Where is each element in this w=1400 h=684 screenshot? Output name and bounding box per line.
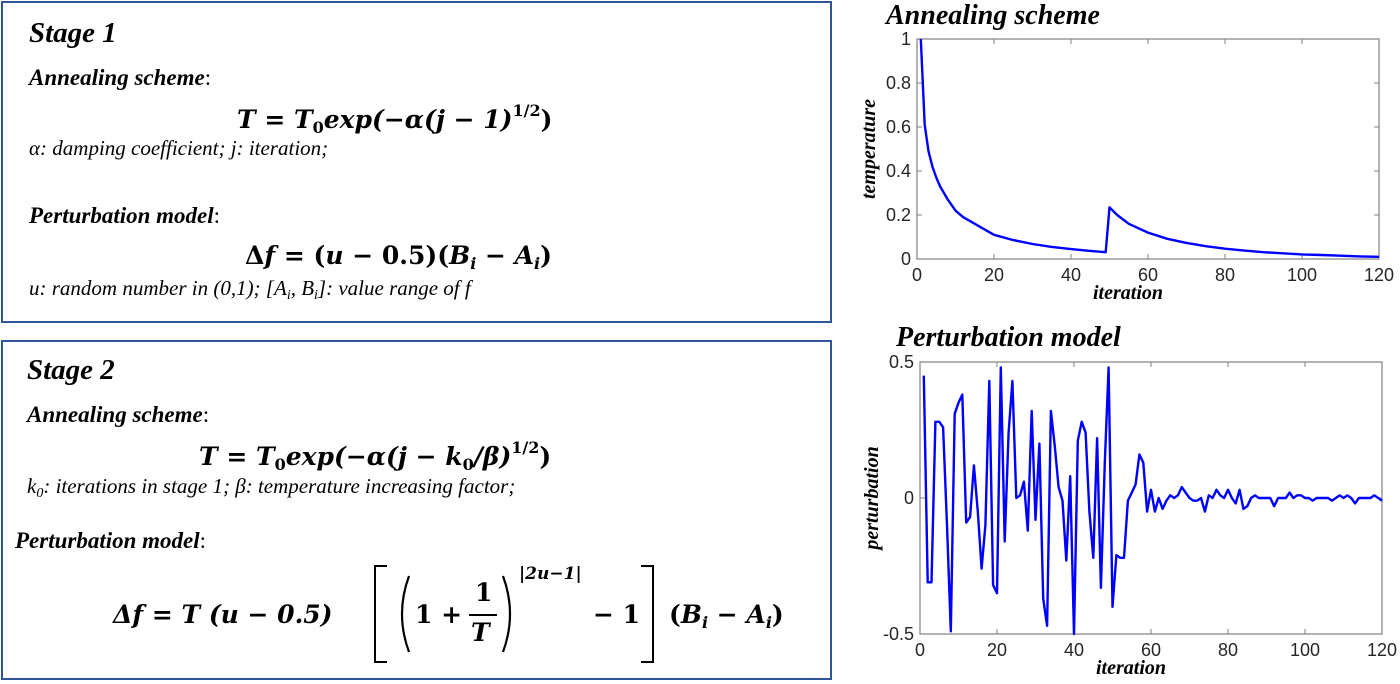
annealing-y-tick-label: 0.6	[886, 117, 911, 137]
left-square-bracket-icon	[374, 565, 387, 663]
annealing-y-tick-label: 0.2	[886, 205, 911, 225]
fraction-denominator: T	[471, 618, 490, 647]
stage-1-perturbation-label: Perturbation model:	[29, 203, 221, 228]
perturbation-series-line	[922, 366, 1383, 636]
annealing-chart-title: Annealing scheme	[886, 0, 1100, 31]
perturbation-y-axis-title: perturbation	[861, 446, 883, 551]
annealing-plot-area	[916, 38, 1380, 260]
annealing-x-tick-label: 20	[984, 265, 1004, 285]
perturbation-x-tick-label: 0	[915, 640, 925, 660]
annealing-y-tick-label: 1	[901, 30, 911, 49]
formula-lhs: Δf = T (u − 0.5)	[113, 600, 333, 629]
perturbation-y-tick-label: 0	[904, 488, 914, 508]
right-parenthesis-icon	[501, 575, 512, 653]
left-parenthesis-icon	[400, 575, 411, 653]
annealing-y-tick-label: 0.4	[886, 161, 911, 181]
annealing-y-tick-label: 0.8	[886, 73, 911, 93]
annealing-x-tick-label: 100	[1287, 265, 1317, 285]
perturbation-x-tick-label: 60	[1141, 640, 1161, 660]
annealing-y-tick-label: 0	[901, 249, 911, 269]
stage-2-annealing-label: Annealing scheme:	[27, 402, 210, 427]
formula-minus-one: − 1	[593, 600, 641, 629]
perturbation-x-tick-label: 100	[1290, 640, 1320, 660]
stage-1-annealing-description: α: damping coefficient; j: iteration;	[29, 136, 329, 160]
perturbation-x-tick-label: 120	[1367, 640, 1397, 660]
perturbation-chart: 0 20 40 60 80 100 120-0.500.5iterationperturba…	[861, 352, 1397, 679]
annealing-x-tick-label: 40	[1061, 265, 1081, 285]
fraction-bar	[469, 614, 497, 616]
perturbation-x-tick-label: 40	[1064, 640, 1084, 660]
stage-2-annealing-formula: T = T0exp(−α(j − k0/β)1/2)	[199, 438, 552, 474]
perturbation-x-tick-label: 80	[1218, 640, 1238, 660]
stage-1-panel: Stage 1 Annealing scheme: T = T0exp(−α(j…	[1, 1, 832, 323]
annealing-x-tick-label: 0	[912, 265, 922, 285]
stage-2-panel: Stage 2 Annealing scheme: T = T0exp(−α(j…	[1, 340, 832, 680]
stage-1-title: Stage 1	[29, 17, 117, 49]
annealing-x-tick-label: 80	[1215, 265, 1235, 285]
formula-one-plus: 1 +	[415, 600, 463, 629]
formula-range-term: (Bi − Ai)	[669, 600, 784, 632]
perturbation-y-tick-label: -0.5	[883, 624, 914, 644]
formula-exponent: |2u−1|	[519, 564, 582, 584]
annealing-x-tick-label: 60	[1138, 265, 1158, 285]
annealing-y-axis-title: temperature	[858, 99, 880, 199]
annealing-series-line	[919, 38, 1380, 258]
stage-2-perturbation-label: Perturbation model:	[15, 528, 207, 553]
perturbation-chart-title: Perturbation model	[896, 322, 1121, 353]
stage-1-annealing-label: Annealing scheme:	[29, 65, 212, 90]
stage-1-annealing-formula: T = T0exp(−α(j − 1)1/2)	[237, 101, 553, 137]
perturbation-y-tick-label: 0.5	[889, 352, 914, 372]
annealing-x-tick-label: 120	[1364, 265, 1394, 285]
fraction-numerator: 1	[475, 578, 493, 607]
stage-1-perturbation-formula: Δf = (u − 0.5)(Bi − Ai)	[245, 241, 552, 273]
stage-2-annealing-description: k0: iterations in stage 1; β: temperatur…	[27, 474, 516, 501]
stage-1-perturbation-description: u: random number in (0,1); [Ai, Bi]: val…	[29, 276, 471, 303]
stage-2-title: Stage 2	[27, 354, 115, 386]
perturbation-x-tick-label: 20	[987, 640, 1007, 660]
annealing-chart: 0 20 40 60 80 100 120 0 0.2 0.4 0.6 0.8 1 iteration te…	[858, 30, 1394, 304]
perturbation-x-axis-title: iteration	[1096, 657, 1166, 679]
right-square-bracket-icon	[641, 565, 654, 663]
annealing-x-axis-title: iteration	[1093, 282, 1163, 304]
